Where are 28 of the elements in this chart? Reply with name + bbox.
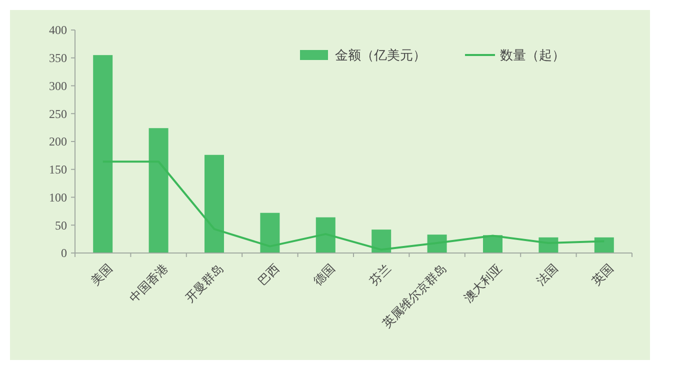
y-tick-label: 150 [49, 162, 67, 177]
bar [372, 230, 392, 253]
x-tick-label: 法国 [534, 261, 561, 288]
y-tick-label: 250 [49, 106, 67, 121]
bar [260, 212, 280, 253]
bar [594, 237, 614, 253]
x-tick-label: 澳大利亚 [460, 261, 505, 305]
x-tick-label: 中国香港 [126, 261, 171, 305]
y-tick-label: 350 [49, 51, 67, 66]
bar [93, 55, 113, 253]
y-tick-label: 50 [55, 218, 67, 232]
line-series [102, 160, 606, 251]
y-tick-label: 100 [49, 190, 67, 204]
legend-label: 数量（起） [500, 48, 565, 64]
legend-label: 金额（亿美元） [335, 48, 426, 64]
bar [204, 154, 224, 253]
bar [148, 128, 168, 253]
x-tick-label: 开曼群岛 [182, 261, 226, 305]
y-tick-label: 0 [61, 246, 67, 260]
bar [316, 217, 336, 253]
x-tick-label: 德国 [310, 261, 338, 288]
y-tick-label: 200 [49, 134, 67, 149]
x-tick-label: 巴西 [255, 261, 282, 288]
x-tick-label: 芬兰 [366, 261, 394, 288]
x-tick-label: 英国 [589, 261, 616, 288]
x-tick-label: 美国 [88, 261, 115, 288]
y-tick-label: 400 [49, 23, 67, 38]
y-tick-label: 300 [49, 78, 67, 93]
